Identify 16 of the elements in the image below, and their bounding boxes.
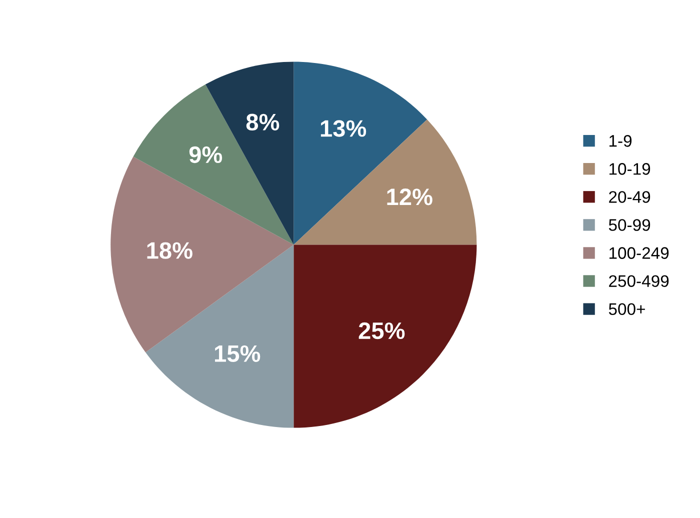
- legend-label: 10-19: [609, 163, 650, 175]
- data-label: 18%: [147, 242, 192, 259]
- legend-label: 20-49: [609, 191, 650, 203]
- data-label: 8%: [246, 114, 280, 131]
- legend-label: 500+: [608, 303, 645, 316]
- data-label: 9%: [189, 146, 222, 164]
- data-label: 13%: [320, 120, 366, 137]
- pie-slice: [294, 244, 477, 428]
- legend-label: 100-249: [609, 247, 669, 259]
- pie-slice: [294, 119, 477, 245]
- legend-label: 50-99: [608, 219, 650, 231]
- data-label: 25%: [358, 322, 405, 340]
- legend-label: 250-499: [609, 275, 669, 287]
- data-label: 12%: [387, 188, 432, 206]
- legend-label: 1-9: [609, 135, 632, 147]
- data-label: 15%: [215, 345, 260, 362]
